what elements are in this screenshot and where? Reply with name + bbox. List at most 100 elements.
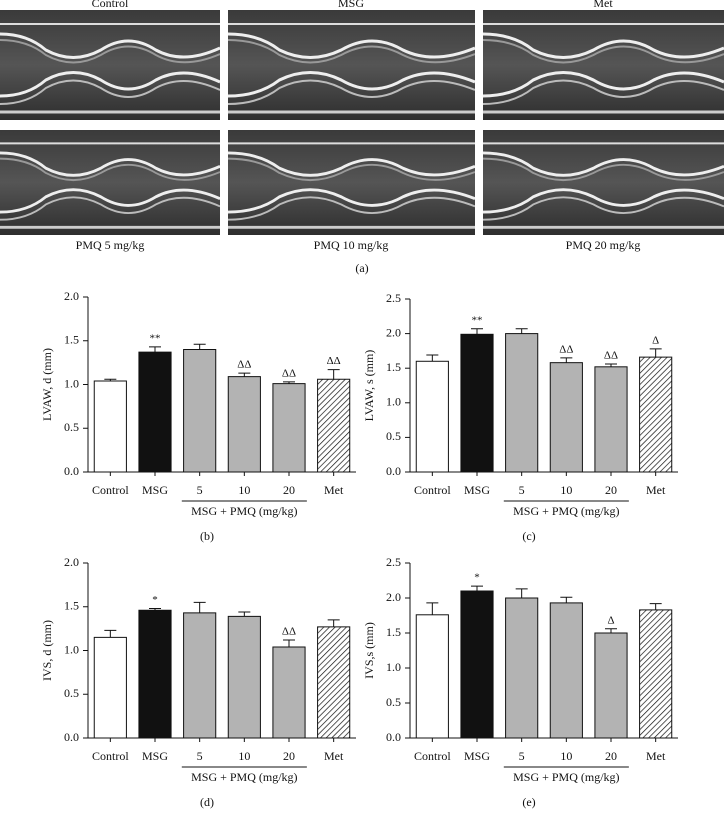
significance-marker: ΔΔ	[282, 367, 296, 379]
error-bar	[238, 611, 251, 617]
bar	[505, 597, 539, 739]
error-bar	[283, 639, 295, 647]
error-bar	[327, 619, 340, 627]
y-axis-label: IVS,s (mm)	[362, 622, 376, 679]
group-label: MSG + PMQ (mg/kg)	[513, 504, 619, 518]
bar	[460, 590, 494, 739]
error-bar	[471, 585, 483, 591]
panel-label: (c)	[522, 529, 535, 543]
significance-marker: Δ	[652, 334, 659, 346]
error-bar	[193, 601, 206, 613]
y-tick-label: 1.5	[64, 333, 79, 347]
x-tick-label: Met	[646, 749, 666, 763]
x-tick-label: Control	[92, 483, 129, 497]
significance-marker: ΔΔ	[559, 343, 573, 355]
x-tick-label: Control	[414, 483, 451, 497]
error-bar	[104, 378, 117, 381]
group-label: MSG + PMQ (mg/kg)	[191, 770, 297, 784]
y-axis-label: LVAW, d (mm)	[40, 348, 54, 421]
x-tick-label: MSG	[464, 749, 490, 763]
y-tick-label: 1.0	[64, 642, 79, 656]
y-tick-label: 1.5	[386, 360, 401, 374]
y-tick-label: 0.5	[386, 695, 401, 709]
significance-marker: ΔΔ	[282, 626, 296, 638]
y-tick-label: 2.0	[64, 289, 79, 303]
error-bar	[515, 328, 528, 334]
x-tick-label: MSG	[142, 749, 168, 763]
bar-chart: 0.0 0.5 1.0 1.5 2.0 IVS, d (mm) Control * MSG 5 10…	[40, 555, 356, 809]
bar	[138, 351, 172, 473]
x-tick-label: Control	[92, 749, 129, 763]
echo-image	[228, 130, 475, 235]
error-bar	[327, 369, 340, 380]
group-label: MSG + PMQ (mg/kg)	[513, 770, 619, 784]
error-bar	[605, 363, 617, 367]
echo-image	[483, 10, 724, 120]
bar	[594, 632, 628, 739]
y-tick-label: 0.0	[386, 464, 401, 478]
x-tick-label: MSG	[142, 483, 168, 497]
x-tick-label: 5	[519, 483, 525, 497]
bar	[460, 333, 494, 473]
y-tick-label: 2.0	[64, 555, 79, 569]
y-axis-label: IVS, d (mm)	[40, 620, 54, 681]
y-tick-label: 1.5	[64, 599, 79, 613]
image-label: Control	[92, 0, 129, 10]
bar	[272, 646, 306, 739]
bar	[549, 362, 583, 473]
panel-label: (e)	[522, 795, 535, 809]
bar-chart: 0.0 0.5 1.0 1.5 2.0 2.5 IVS,s (mm) Control * MSG 5…	[362, 555, 678, 809]
y-tick-label: 0.5	[64, 686, 79, 700]
significance-marker: ΔΔ	[327, 355, 341, 367]
x-tick-label: 5	[197, 749, 203, 763]
echo-image	[0, 10, 220, 120]
bar	[183, 349, 217, 473]
y-tick-label: 0.0	[386, 730, 401, 744]
x-tick-label: 10	[560, 483, 572, 497]
x-tick-label: 10	[560, 749, 572, 763]
bar	[639, 609, 673, 739]
bar	[415, 614, 449, 739]
x-tick-label: 10	[238, 483, 250, 497]
error-bar	[649, 603, 662, 610]
y-tick-label: 0.0	[64, 464, 79, 478]
bar	[415, 360, 449, 473]
error-bar	[283, 381, 295, 384]
y-tick-label: 0.5	[64, 420, 79, 434]
y-tick-label: 0.5	[386, 429, 401, 443]
x-tick-label: 5	[197, 483, 203, 497]
error-bar	[471, 328, 483, 335]
echo-image	[228, 10, 475, 120]
x-tick-label: 5	[519, 749, 525, 763]
y-tick-label: 2.0	[386, 590, 401, 604]
x-tick-label: MSG	[464, 483, 490, 497]
significance-marker: ΔΔ	[237, 359, 251, 371]
bar	[227, 376, 261, 473]
x-tick-label: Met	[646, 483, 666, 497]
image-label: Met	[593, 0, 613, 10]
group-label: MSG + PMQ (mg/kg)	[191, 504, 297, 518]
x-tick-label: Met	[324, 483, 344, 497]
bar	[93, 380, 127, 473]
significance-marker: **	[150, 332, 161, 344]
x-tick-label: 20	[283, 483, 295, 497]
error-bar	[605, 628, 617, 633]
panel-label: (b)	[200, 529, 214, 543]
image-label: PMQ 20 mg/kg	[566, 238, 641, 252]
bar-chart: 0.0 0.5 1.0 1.5 2.0 LVAW, d (mm) Control ** MSG 5…	[40, 289, 356, 543]
image-label: MSG	[338, 0, 364, 10]
error-bar	[104, 629, 117, 638]
y-tick-label: 1.0	[386, 395, 401, 409]
error-bar	[560, 596, 573, 603]
bar	[317, 378, 351, 473]
error-bar	[426, 602, 439, 615]
bar	[138, 609, 172, 739]
bar	[227, 615, 261, 739]
bar	[183, 612, 217, 739]
bar	[639, 356, 673, 473]
bar	[549, 602, 583, 739]
y-tick-label: 2.5	[386, 291, 401, 305]
error-bar	[149, 608, 161, 611]
echo-image	[483, 130, 724, 235]
x-tick-label: Met	[324, 749, 344, 763]
